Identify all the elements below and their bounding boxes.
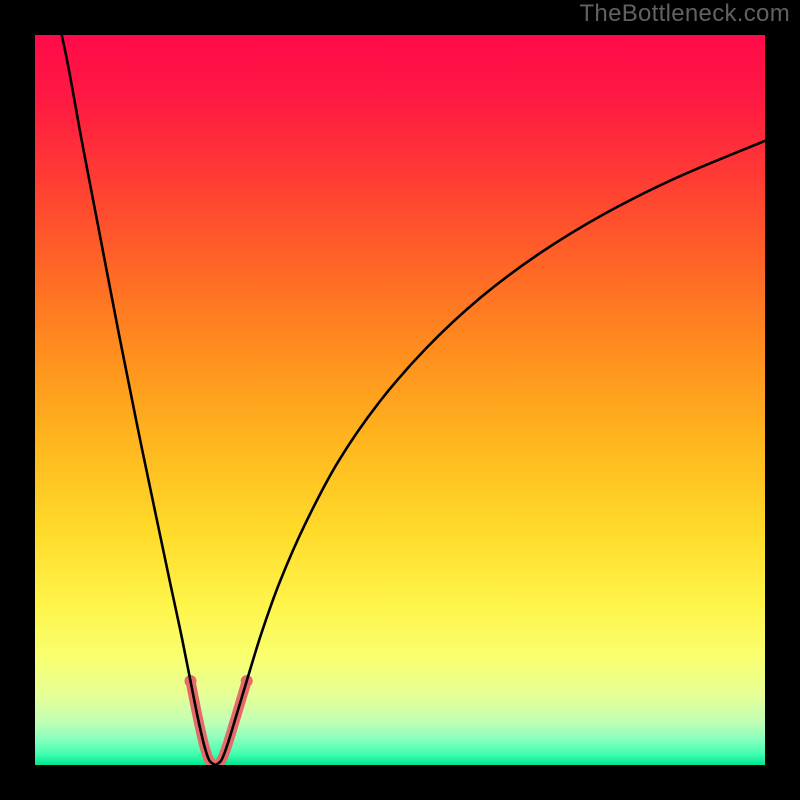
- watermark-text: TheBottleneck.com: [579, 0, 790, 28]
- plot-background-gradient: [35, 35, 765, 765]
- bottleneck-chart: [0, 0, 800, 800]
- chart-container: TheBottleneck.com: [0, 0, 800, 800]
